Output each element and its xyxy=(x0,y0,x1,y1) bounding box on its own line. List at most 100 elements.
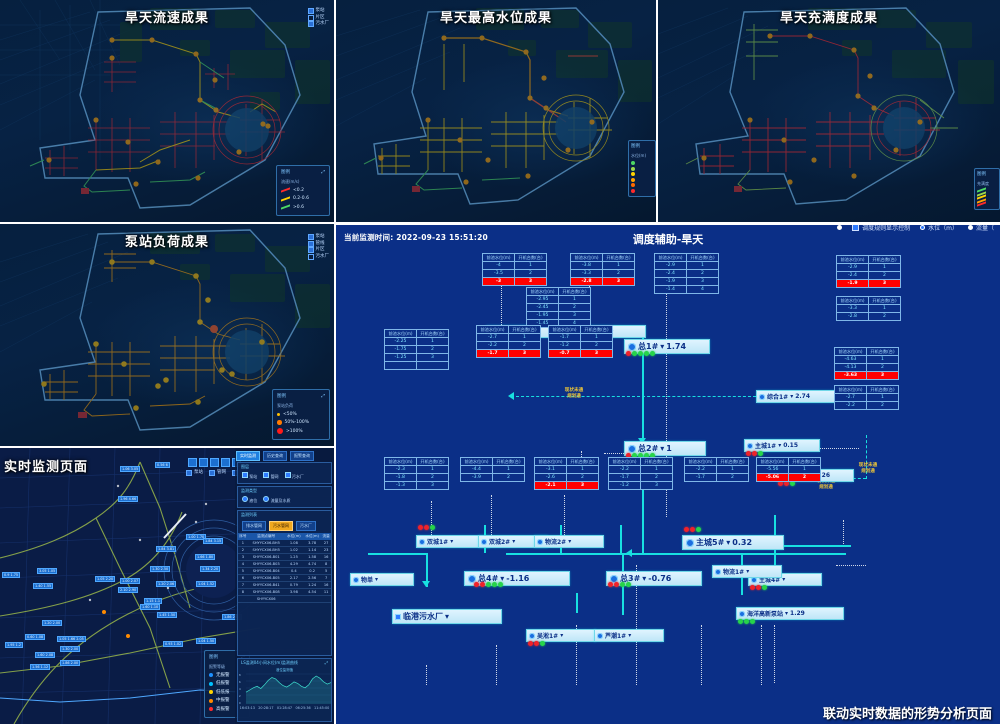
layer-option-pipe[interactable]: 管网 xyxy=(263,472,279,480)
node-caret-icon[interactable]: ▾ xyxy=(785,610,789,617)
node-lingang-wwtp[interactable]: 临港污水厂 ▾ xyxy=(392,609,502,624)
layer-toggle-pump[interactable]: 泵站 xyxy=(186,470,203,477)
wire-dashed xyxy=(516,396,756,397)
layer-toggle-pump[interactable]: 泵站 xyxy=(307,234,330,241)
layer-toggle-area[interactable]: 片区 xyxy=(307,247,330,254)
node-zhucheng-5[interactable]: 主城5# ▾ 0.32 xyxy=(682,535,784,550)
node-haiyang-station[interactable]: 海洋高新泵站 ▾ 1.29 xyxy=(736,607,844,620)
diagram-legend[interactable]: 调度规则显示控制 水位（m） 流量（ xyxy=(837,225,994,232)
node-value: 1.74 xyxy=(666,342,687,351)
table-row[interactable]: 2 SHYYCX06-BH5 1.02 1.14 23 xyxy=(238,546,331,554)
type-option-flow[interactable]: 流量及水质 xyxy=(263,496,291,504)
layer-option-plant[interactable]: 污水厂 xyxy=(284,472,304,480)
legend-item xyxy=(977,201,997,207)
toolbar-icon-measure[interactable] xyxy=(221,458,230,467)
legend-collapse-icon[interactable]: ⤢ xyxy=(321,393,325,399)
type-card-header: 监测类型 xyxy=(241,488,257,493)
cell-pump-count xyxy=(416,361,449,370)
cell-pump-count: 3 xyxy=(686,277,719,286)
cell-pump-count: 1 xyxy=(866,393,899,402)
map-background xyxy=(658,0,1000,222)
table-row[interactable]: SHYYCX06 xyxy=(238,595,331,603)
cell-prepool-level: -2.4 xyxy=(654,269,687,278)
table-row[interactable]: 7 SHYYCX06-B41 0.79 1.24 16 xyxy=(238,581,331,589)
node-wuliu-2[interactable]: 物流2# ▾ xyxy=(534,535,604,548)
table-row[interactable]: 8 SHYYCX06-B08 3.98 4.54 11 xyxy=(238,588,331,596)
layer-toggle-pipe[interactable]: 管线 xyxy=(307,241,330,248)
layer-toggle-pump[interactable]: 泵站 xyxy=(307,8,330,15)
chart-expand-icon[interactable]: ⤢ xyxy=(324,660,328,665)
layer-toggle-plant[interactable]: 污水厂 xyxy=(307,21,329,28)
filter-sewer-network[interactable]: 污水管网 xyxy=(269,521,293,531)
layer-toggle-area[interactable]: 片区 xyxy=(307,15,330,22)
node-caret-icon[interactable]: ▾ xyxy=(642,574,647,583)
cell-prepool-level: -4.13 xyxy=(834,363,867,372)
node-caret-icon[interactable]: ▾ xyxy=(778,442,782,449)
node-caret-icon[interactable]: ▾ xyxy=(790,393,794,400)
node-wudan[interactable]: 物单 ▾ xyxy=(350,573,414,586)
cell-no: 1 xyxy=(238,540,248,547)
filter-plant[interactable]: 污水厂 xyxy=(296,521,316,531)
node-caret-icon[interactable]: ▾ xyxy=(568,538,572,545)
tab-alarms[interactable]: 报警查询 xyxy=(290,451,314,461)
node-zonghe-1[interactable]: 综合1# ▾ 2.74 xyxy=(756,390,840,403)
tab-history[interactable]: 历史查询 xyxy=(263,451,287,461)
node-caret-icon[interactable]: ▾ xyxy=(560,632,564,639)
table-row[interactable]: 4 SHYYCX06-B03 4.29 4.74 8 xyxy=(238,560,331,568)
node-shuangcheng-2[interactable]: 双城2# ▾ xyxy=(478,535,548,548)
node-zhucheng-1[interactable]: 主城1# ▾ 0.15 xyxy=(744,439,820,452)
layer-toggle-list-pump[interactable]: 泵站 管线 片区 污水厂 xyxy=(307,234,330,261)
node-caret-icon[interactable]: ▾ xyxy=(628,632,632,639)
tab-realtime[interactable]: 实时监测 xyxy=(236,451,260,461)
table-row[interactable]: 5 SHYYCX06-B04 0.4 0.2 5 xyxy=(238,567,331,575)
legend-collapse-icon[interactable]: ⤢ xyxy=(321,169,325,175)
filter-storm-network[interactable]: 排水管网 xyxy=(242,521,266,531)
toolbar-icon-layers[interactable] xyxy=(188,458,197,467)
node-caret-icon[interactable]: ▾ xyxy=(726,538,731,547)
node-caret-icon[interactable]: ▾ xyxy=(500,574,505,583)
th-code: 监测点编号 xyxy=(247,533,285,540)
node-caret-icon[interactable]: ▾ xyxy=(782,576,786,583)
node-caret-icon[interactable]: ▾ xyxy=(660,444,665,453)
node-caret-icon[interactable]: ▾ xyxy=(445,612,450,621)
node-wuliu-1[interactable]: 物流1# ▾ xyxy=(712,565,782,578)
layer-option-pump[interactable]: 泵站 xyxy=(242,472,257,480)
legend-flow[interactable]: 流量（ xyxy=(967,225,994,232)
wire xyxy=(642,340,644,445)
node-shuangcheng-1[interactable]: 双城1# ▾ xyxy=(416,535,490,548)
node-luchao-1[interactable]: 芦潮1# ▾ xyxy=(594,629,664,642)
table-row: -1.75 2 xyxy=(384,345,449,354)
cell-level-1: 0.79 xyxy=(284,581,303,589)
table-row: -1.7 1 xyxy=(548,333,613,342)
node-caret-icon[interactable]: ▾ xyxy=(375,576,379,583)
legend-water-level[interactable]: 水位（m） xyxy=(920,225,958,232)
wire-arrow xyxy=(508,392,514,400)
node-caret-icon[interactable]: ▾ xyxy=(660,342,665,351)
map-toolbar[interactable] xyxy=(188,458,241,467)
node-caret-icon[interactable]: ▾ xyxy=(450,538,454,545)
table-row[interactable]: 1 SHYYCX06-BH5 1.08 3.78 27 xyxy=(238,540,331,547)
monitor-tab-bar[interactable]: 实时监测 历史查询 报警查询 xyxy=(236,451,314,461)
node-caret-icon[interactable]: ▾ xyxy=(512,538,516,545)
list-filter-buttons[interactable]: 排水管网 污水管网 污水厂 xyxy=(238,519,331,533)
layer-toggle-list-velocity[interactable]: 泵站 片区 污水厂 xyxy=(307,8,330,28)
type-option-level[interactable]: 液位 xyxy=(242,496,257,504)
table-row[interactable]: 3 SHYYCX06-B01 1.25 1.58 16 xyxy=(238,553,331,561)
legend-velocity: 图例 ⤢ 流速(m/s) <0.2 0.2-0.6 >0.6 xyxy=(276,164,330,216)
layer-card-row[interactable]: 泵站 管网 污水厂 xyxy=(238,471,331,483)
table-link xyxy=(774,625,775,683)
legend-radio-unknown[interactable] xyxy=(837,225,843,230)
type-card-row[interactable]: 液位 流量及水质 xyxy=(238,495,331,507)
node-zong-2[interactable]: 总2# ▾ 1 xyxy=(624,441,706,456)
map-basemap xyxy=(0,229,330,431)
layer-toggle-pipe[interactable]: 管网 xyxy=(209,470,226,477)
table-row[interactable]: 6 SHYYCX06-B05 2.17 2.56 7 xyxy=(238,574,331,582)
legend-rule-display-toggle[interactable]: 调度规则显示控制 xyxy=(852,225,910,232)
toolbar-icon-zoom-in[interactable] xyxy=(199,458,208,467)
status-lamps xyxy=(738,619,755,624)
node-caret-icon[interactable]: ▾ xyxy=(746,568,750,575)
toolbar-icon-zoom-out[interactable] xyxy=(210,458,219,467)
layer-toggle-plant[interactable]: 污水厂 xyxy=(307,254,329,261)
wire xyxy=(642,453,644,553)
node-zong-1[interactable]: 总1# ▾ 1.74 xyxy=(624,339,710,354)
